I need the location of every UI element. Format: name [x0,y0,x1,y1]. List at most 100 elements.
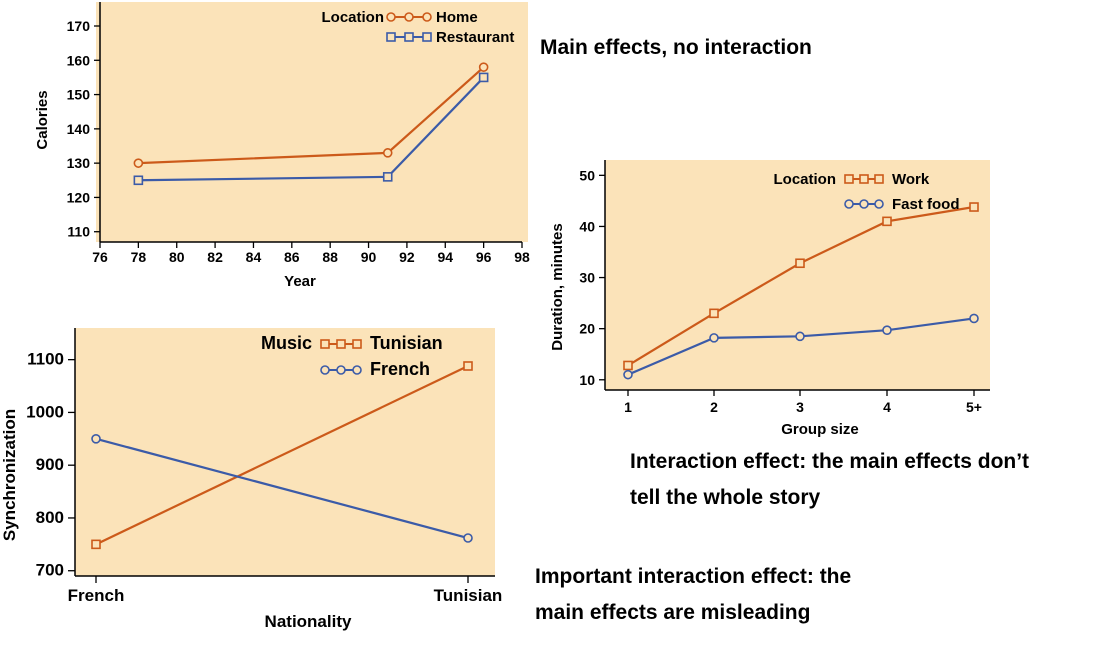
series-tunisian-line [95,364,469,546]
x-tick-label: 78 [131,249,147,265]
legend: Location Work Fast food [774,171,960,213]
y-tick-label: 50 [579,167,595,183]
series-tunisian-point [463,361,473,371]
y-tick-label: 800 [36,508,64,527]
legend-swatch-marker [844,174,854,184]
x-tick-label: Tunisian [434,586,503,605]
x-tick-label: 96 [476,249,492,265]
legend-swatch-marker [386,32,396,42]
series-home-point [382,148,393,158]
series-fast-food [623,313,979,380]
x-tick-label: 88 [322,249,338,265]
legend-title: Music [261,333,312,353]
legend-title: Location [774,171,837,188]
series-work-point [709,308,719,319]
x-tick-label: 92 [399,249,415,265]
x-tick-label: 4 [883,399,891,415]
x-tick-label: 5+ [966,399,982,415]
x-tick-label: 90 [361,249,377,265]
legend-label-home: Home [436,9,478,26]
y-tick-label: 30 [579,270,595,286]
series-fast-food-point [709,333,719,343]
legend: Location Home Restaurant [322,9,515,46]
series-restaurant [133,72,489,186]
y-tick-label: 10 [579,372,595,388]
y-tick-label: 40 [579,218,595,234]
series-french [91,434,473,543]
legend-label-tunisian: Tunisian [370,333,443,353]
series-home-point [133,158,144,168]
y-tick-label: 1000 [26,402,64,421]
y-tick-label: 120 [67,189,91,205]
x-tick-label: 98 [514,249,530,265]
legend-swatch-marker [874,199,884,209]
x-axis-title: Group size [781,421,859,438]
chart-duration-by-group-size: 10 20 30 40 50 1 2 3 4 5+ Group size Duration, minu… [549,160,990,438]
series-work-point [969,202,979,212]
y-tick-label: 140 [67,121,91,137]
legend-swatch-marker [404,32,414,42]
series-home [133,62,489,168]
series-tunisian [91,361,473,550]
plot-background [96,2,528,242]
legend-swatch-marker [859,199,869,209]
caption-interaction-line1: Interaction effect: the main effects don… [630,450,1030,473]
series-fast-food-point [969,313,979,324]
series-fast-food-point [882,325,892,336]
series-restaurant-point [478,72,489,83]
series-french-line [95,437,469,540]
legend-swatch-marker [404,12,414,22]
series-work-point [882,216,892,227]
series-french-point [463,533,473,543]
legend-label-work: Work [892,171,930,188]
series-work-point [623,360,633,371]
x-tick-label: 84 [246,249,262,265]
legend-swatch-marker [844,199,854,209]
y-axis-title: Duration, minutes [549,223,566,351]
chart-synchronization-by-nationality: 700 800 900 1000 1100 French Tunisian Nationali… [0,328,502,631]
plot-background [605,160,990,390]
series-restaurant-point [133,175,144,186]
x-axis-title: Nationality [265,612,352,631]
caption-interaction-line2: tell the whole story [630,486,821,509]
x-axis-title: Year [284,273,316,290]
series-fast-food-point [623,369,633,380]
y-tick-label: 700 [36,561,64,580]
series-home-point [478,62,489,72]
series-tunisian-point [91,539,101,550]
legend-swatch-marker [859,174,869,184]
y-tick-label: 1100 [27,350,64,369]
legend-swatch-marker [352,365,362,375]
x-tick-label: 76 [92,249,108,265]
legend-title: Location [322,9,385,26]
x-tick-label: 80 [169,249,185,265]
caption-important-line1: Important interaction effect: the [535,565,852,588]
y-tick-label: 150 [67,87,91,103]
legend-swatch-marker [386,12,396,22]
series-restaurant-point [382,172,393,182]
legend-label-french: French [370,359,430,379]
legend-swatch-marker [422,12,432,22]
legend-swatch-marker [320,339,330,349]
y-axis-title: Synchronization [0,409,19,541]
series-fast-food-point [795,331,805,342]
legend-swatch-marker [336,339,346,349]
legend-swatch-marker [422,32,432,42]
caption-important-line2: main effects are misleading [535,601,811,624]
y-axis-title: Calories [34,90,51,149]
x-tick-label: 3 [796,399,804,415]
legend: Music Tunisian French [261,333,443,379]
legend-label-restaurant: Restaurant [436,29,514,46]
series-work-point [795,258,805,269]
x-tick-label: 86 [284,249,300,265]
legend-swatch-marker [352,339,362,349]
series-french-point [91,434,101,444]
caption-main-effects: Main effects, no interaction [540,36,812,59]
y-tick-label: 170 [67,18,91,34]
y-tick-label: 160 [67,52,91,68]
legend-swatch-marker [336,365,346,375]
x-tick-label: 1 [624,399,632,415]
chart-calories-by-year: 110 120 130 140 150 160 170 76 78 80 82 84 86 88 90 92 9… [34,2,530,290]
x-tick-label: 2 [710,399,718,415]
